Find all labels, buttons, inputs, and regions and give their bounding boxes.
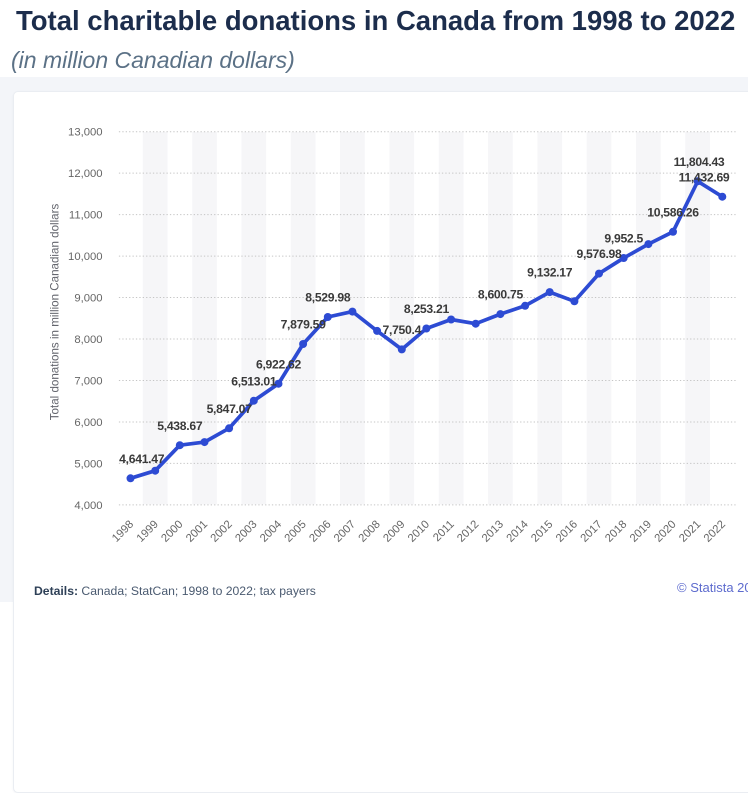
svg-text:2021: 2021 — [677, 518, 703, 544]
svg-text:10,000: 10,000 — [68, 251, 103, 263]
svg-text:5,847.07: 5,847.07 — [207, 402, 253, 416]
svg-text:2018: 2018 — [603, 518, 629, 544]
svg-text:2000: 2000 — [159, 518, 185, 544]
svg-text:1999: 1999 — [135, 518, 161, 544]
svg-text:11,804.43: 11,804.43 — [674, 155, 725, 169]
svg-text:2015: 2015 — [529, 518, 555, 544]
svg-text:8,600.75: 8,600.75 — [478, 288, 524, 302]
svg-text:7,750.4: 7,750.4 — [383, 323, 422, 337]
svg-text:2003: 2003 — [233, 518, 259, 544]
svg-text:9,952.5: 9,952.5 — [604, 232, 643, 246]
svg-text:2011: 2011 — [431, 518, 457, 544]
svg-text:4,000: 4,000 — [74, 500, 102, 512]
svg-text:11,432.69: 11,432.69 — [679, 170, 730, 184]
svg-text:2010: 2010 — [406, 518, 432, 544]
svg-text:2016: 2016 — [554, 518, 580, 544]
svg-text:8,529.98: 8,529.98 — [305, 291, 351, 305]
svg-text:5,438.67: 5,438.67 — [157, 419, 203, 433]
svg-text:2022: 2022 — [702, 518, 728, 544]
svg-text:12,000: 12,000 — [68, 168, 103, 180]
svg-text:1998: 1998 — [110, 518, 136, 544]
svg-text:2013: 2013 — [480, 518, 506, 544]
svg-text:2001: 2001 — [184, 518, 210, 544]
svg-text:2014: 2014 — [505, 518, 531, 544]
svg-text:2017: 2017 — [578, 518, 604, 544]
svg-text:10,586.26: 10,586.26 — [647, 205, 699, 219]
svg-text:11,000: 11,000 — [69, 210, 103, 222]
svg-text:6,000: 6,000 — [74, 417, 102, 429]
svg-text:2008: 2008 — [357, 518, 383, 544]
svg-text:7,000: 7,000 — [74, 375, 102, 387]
svg-text:9,132.17: 9,132.17 — [527, 266, 573, 280]
svg-text:2005: 2005 — [283, 518, 309, 544]
svg-text:2002: 2002 — [209, 518, 235, 544]
svg-text:8,000: 8,000 — [74, 334, 102, 346]
svg-text:Total donations in million Can: Total donations in million Canadian doll… — [49, 204, 62, 421]
svg-text:9,000: 9,000 — [74, 292, 102, 304]
svg-text:2006: 2006 — [307, 518, 333, 544]
svg-text:6,922.62: 6,922.62 — [256, 357, 302, 371]
svg-text:2020: 2020 — [652, 518, 678, 544]
svg-text:8,253.21: 8,253.21 — [404, 302, 450, 316]
svg-text:13,000: 13,000 — [68, 127, 103, 139]
svg-text:2019: 2019 — [628, 518, 654, 544]
svg-text:2009: 2009 — [381, 518, 407, 544]
svg-text:4,641.47: 4,641.47 — [119, 452, 165, 466]
svg-text:2007: 2007 — [332, 518, 358, 544]
svg-text:5,000: 5,000 — [74, 458, 102, 470]
svg-text:6,513.01: 6,513.01 — [231, 374, 277, 388]
svg-text:7,879.59: 7,879.59 — [281, 318, 327, 332]
svg-text:9,576.98: 9,576.98 — [576, 247, 622, 261]
svg-text:2004: 2004 — [258, 518, 284, 544]
svg-text:2012: 2012 — [455, 518, 481, 544]
